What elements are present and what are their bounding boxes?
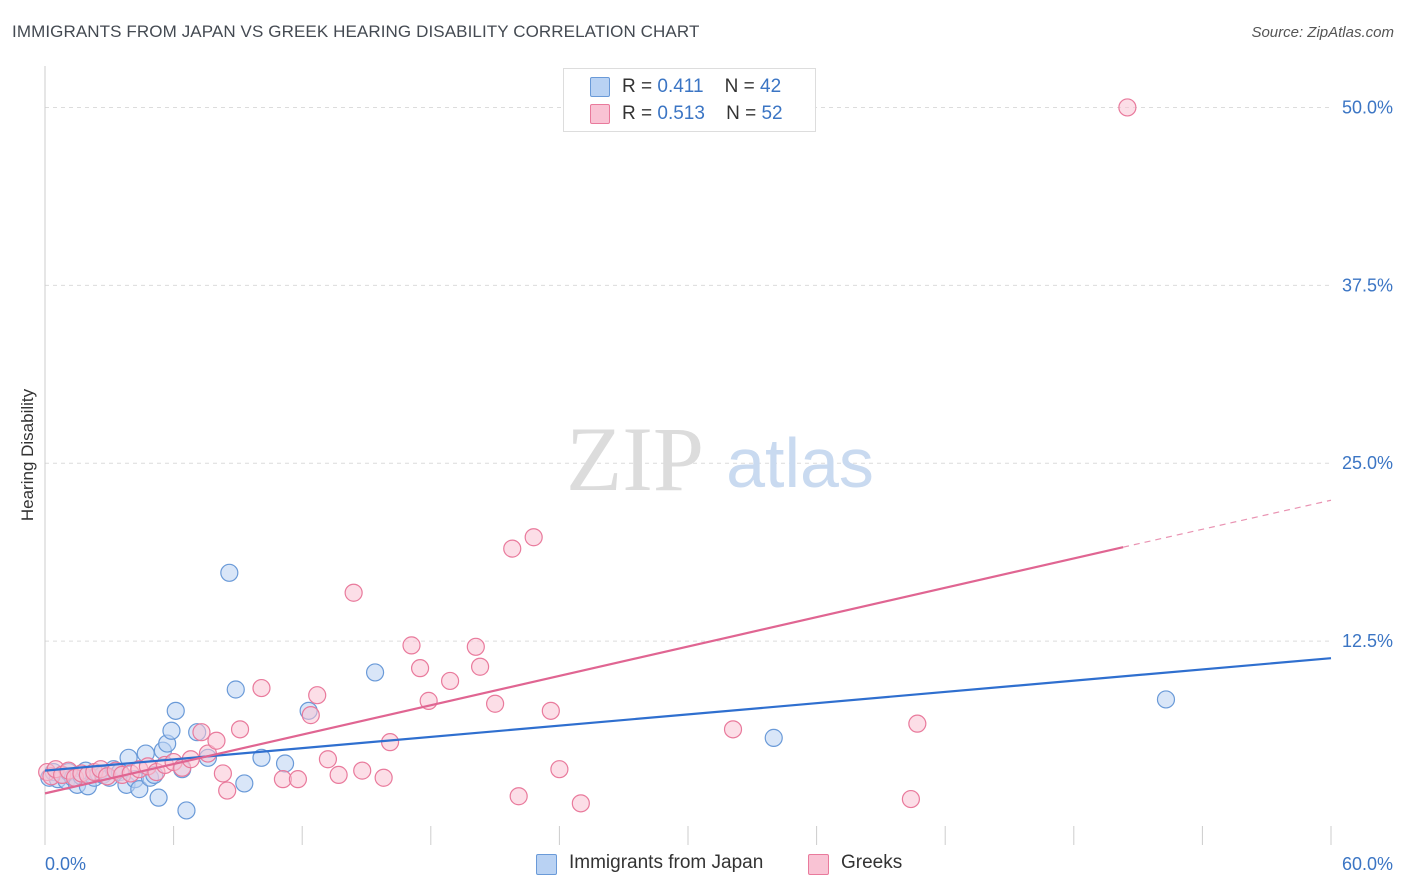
point-japan <box>130 780 149 799</box>
point-japan <box>365 663 385 682</box>
legend-stats-japan: R = 0.411 N = 42 <box>622 76 781 98</box>
point-japan <box>235 774 254 793</box>
axes <box>44 66 1332 845</box>
legend-swatch-japan <box>590 77 610 97</box>
watermark-zip: ZIP <box>566 408 704 510</box>
point-greeks <box>301 706 320 725</box>
trend-lines <box>44 499 1332 795</box>
trend-line-japan <box>44 657 1332 772</box>
r-value-japan: 0.411 <box>657 76 704 97</box>
point-japan <box>275 754 295 773</box>
point-greeks <box>318 750 338 769</box>
point-japan <box>226 680 245 699</box>
point-japan <box>1156 690 1176 709</box>
point-greeks <box>192 723 211 742</box>
point-greeks <box>329 765 348 784</box>
r-value-greeks: 0.513 <box>657 103 705 124</box>
point-japan <box>149 788 168 807</box>
x-tick-label-max: 60.0% <box>1342 854 1393 874</box>
tick-labels: 12.5% 25.0% 37.5% 50.0% 0.0% 60.0% <box>45 97 1393 874</box>
point-greeks <box>402 636 421 655</box>
point-greeks <box>1118 98 1137 117</box>
point-greeks <box>541 701 560 720</box>
point-japan <box>166 701 185 720</box>
trend-line-greeks <box>44 546 1124 795</box>
point-greeks <box>344 583 363 602</box>
watermark: ZIP atlas <box>566 408 874 510</box>
point-greeks <box>380 733 400 752</box>
point-japan <box>220 563 239 582</box>
data-points <box>38 98 1176 820</box>
point-greeks <box>901 789 921 809</box>
point-greeks <box>486 694 505 713</box>
n-value-greeks: 52 <box>761 103 783 124</box>
chart-source: Source: ZipAtlas.com <box>1251 24 1394 41</box>
point-japan <box>252 748 271 767</box>
point-greeks <box>503 539 522 558</box>
correlation-legend: R = 0.411 N = 42 R = 0.513 N = 52 <box>563 68 816 132</box>
legend-swatch-greeks <box>808 854 829 875</box>
legend-swatch-greeks <box>590 104 610 124</box>
legend-label-greeks: Greeks <box>841 852 903 873</box>
legend-stats-greeks: R = 0.513 N = 52 <box>622 103 783 125</box>
x-tick-label-min: 0.0% <box>45 854 86 874</box>
y-tick-label: 50.0% <box>1342 97 1393 117</box>
point-greeks <box>466 637 485 656</box>
point-greeks <box>440 671 460 691</box>
y-tick-label: 25.0% <box>1342 453 1393 473</box>
point-greeks <box>218 781 237 800</box>
n-label: N = <box>726 103 757 124</box>
point-greeks <box>723 720 743 739</box>
legend-label-japan: Immigrants from Japan <box>569 852 764 873</box>
point-japan <box>764 728 783 747</box>
chart-title: IMMIGRANTS FROM JAPAN VS GREEK HEARING D… <box>12 22 700 41</box>
y-tick-label: 37.5% <box>1342 275 1393 295</box>
n-label: N = <box>724 76 755 97</box>
legend-swatch-japan <box>536 854 557 875</box>
r-label: R = <box>622 76 653 97</box>
point-greeks <box>230 720 250 739</box>
point-greeks <box>288 770 308 789</box>
point-greeks <box>571 794 590 813</box>
n-value-japan: 42 <box>760 76 782 97</box>
point-greeks <box>908 714 927 733</box>
point-greeks <box>213 764 232 783</box>
gridlines <box>45 106 1331 642</box>
point-greeks <box>410 659 430 678</box>
point-japan <box>177 801 196 820</box>
point-greeks <box>470 657 490 676</box>
y-tick-label: 12.5% <box>1342 631 1393 651</box>
point-greeks <box>550 760 569 779</box>
point-greeks <box>524 528 543 547</box>
point-greeks <box>509 787 528 806</box>
point-greeks <box>353 761 372 780</box>
point-japan <box>162 721 181 740</box>
point-greeks <box>252 678 271 698</box>
trend-line-greeks-extension <box>1122 499 1332 548</box>
r-label: R = <box>622 103 653 124</box>
watermark-atlas: atlas <box>726 424 874 502</box>
point-greeks <box>308 686 327 705</box>
point-greeks <box>207 731 226 750</box>
point-greeks <box>374 768 393 787</box>
